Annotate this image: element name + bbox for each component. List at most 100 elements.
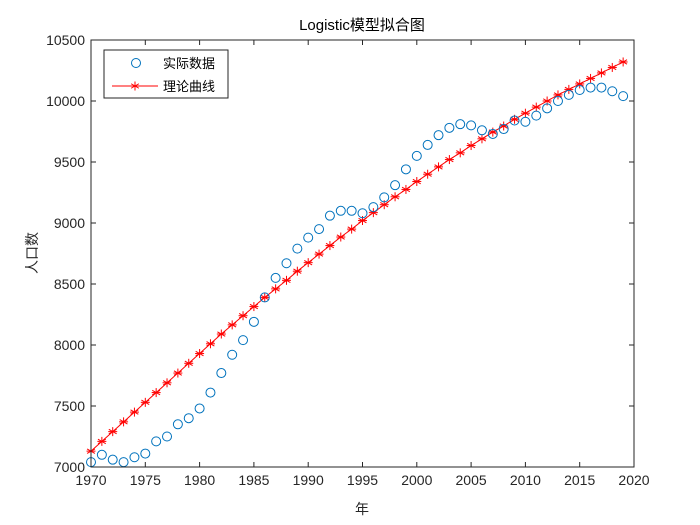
theory-point <box>477 134 487 144</box>
theory-point <box>140 397 150 407</box>
theory-point <box>260 292 270 302</box>
y-tick-label: 8000 <box>54 337 85 353</box>
theory-point <box>618 57 628 67</box>
actual-data-point <box>194 403 205 414</box>
actual-data-point <box>259 292 270 303</box>
x-tick-label: 2015 <box>564 472 595 488</box>
theory-point <box>249 302 259 312</box>
theory-point <box>434 162 444 172</box>
legend-circle-icon <box>131 58 141 68</box>
actual-data-point <box>216 368 227 379</box>
legend-box <box>103 49 229 99</box>
theory-point <box>553 90 563 100</box>
actual-data-point <box>552 96 563 106</box>
theory-point <box>314 249 324 259</box>
y-tick-label: 7500 <box>54 398 85 414</box>
theory-point <box>510 114 520 124</box>
x-tick-label: 1995 <box>347 472 378 488</box>
theory-point <box>401 184 411 194</box>
y-tick-label: 9000 <box>54 215 85 231</box>
actual-data-point <box>487 128 498 139</box>
actual-data-point <box>498 124 509 135</box>
x-tick-label: 1980 <box>184 472 215 488</box>
actual-data-point <box>129 452 140 463</box>
actual-data-point <box>411 150 422 161</box>
y-axis-label: 人口数 <box>25 232 41 274</box>
theory-point <box>108 427 118 437</box>
actual-data-point <box>303 232 314 243</box>
actual-data-point <box>466 120 477 131</box>
theory-point <box>129 407 139 417</box>
theory-point <box>292 266 302 276</box>
axis-ticks: 1970 1975 1980 1985 1990 1995 2000 2005 2010 2015… <box>46 32 650 488</box>
actual-data-point <box>151 436 162 447</box>
legend: 实际数据 理论曲线 <box>103 49 229 99</box>
actual-data-point <box>422 139 433 150</box>
legend-marker-actual <box>131 58 141 68</box>
x-tick-label: 1985 <box>238 472 269 488</box>
x-tick-label: 1990 <box>293 472 324 488</box>
actual-data-point <box>509 115 520 126</box>
x-axis-label: 年 <box>355 502 369 518</box>
theory-point <box>271 284 281 294</box>
actual-data-point <box>433 130 444 141</box>
theory-point <box>390 192 400 202</box>
actual-data-point <box>531 110 542 121</box>
actual-data-point <box>368 202 379 213</box>
actual-data-point <box>357 208 368 219</box>
actual-data-point <box>324 210 335 221</box>
actual-data-point <box>400 164 411 175</box>
y-tick-label: 8500 <box>54 276 85 292</box>
y-tick-label: 9500 <box>54 154 85 170</box>
x-tick-label: 1975 <box>130 472 161 488</box>
actual-data-point <box>172 419 183 430</box>
theory-point <box>520 108 530 118</box>
actual-data-point <box>476 125 487 136</box>
actual-data-point <box>585 82 596 93</box>
actual-data-point <box>455 119 466 130</box>
actual-data-point <box>162 431 173 442</box>
actual-data-point <box>107 454 118 465</box>
actual-data-point <box>444 122 455 133</box>
theory-point <box>162 378 172 388</box>
theory-point <box>184 358 194 368</box>
actual-data-point <box>379 192 390 203</box>
chart-title: Logistic模型拟合图 <box>299 17 425 34</box>
theory-point <box>97 436 107 446</box>
theory-point <box>238 311 248 321</box>
actual-data-point <box>563 89 574 100</box>
theory-point <box>423 169 433 179</box>
theory-point <box>444 155 454 165</box>
y-tick-label: 7000 <box>54 459 85 475</box>
actual-data-point <box>248 316 259 327</box>
theory-point <box>325 241 335 251</box>
actual-data-point <box>96 449 107 460</box>
x-tick-label: 2010 <box>510 472 541 488</box>
theory-point <box>575 79 585 89</box>
actual-data-point <box>227 349 238 360</box>
theory-point <box>216 329 226 339</box>
theory-point <box>586 73 596 83</box>
x-tick-label: 2000 <box>401 472 432 488</box>
actual-data-point <box>314 224 325 235</box>
theory-point <box>412 177 422 187</box>
legend-label-actual: 实际数据 <box>163 57 215 72</box>
actual-data-point <box>140 448 151 459</box>
legend-asterisk-icon <box>130 81 140 91</box>
series-layer <box>86 57 629 468</box>
actual-data-point <box>281 258 292 269</box>
y-tick-label: 10500 <box>46 32 85 48</box>
actual-data-point <box>618 91 629 102</box>
theory-point <box>466 141 476 151</box>
theory-point <box>173 368 183 378</box>
theory-point <box>119 417 129 427</box>
theory-point <box>531 102 541 112</box>
legend-label-theory: 理论曲线 <box>163 80 215 95</box>
theory-point <box>596 68 606 78</box>
y-tick-label: 10000 <box>46 93 85 109</box>
theory-point <box>607 62 617 72</box>
theory-point <box>336 232 346 242</box>
theory-point <box>205 339 215 349</box>
theory-point <box>195 349 205 359</box>
